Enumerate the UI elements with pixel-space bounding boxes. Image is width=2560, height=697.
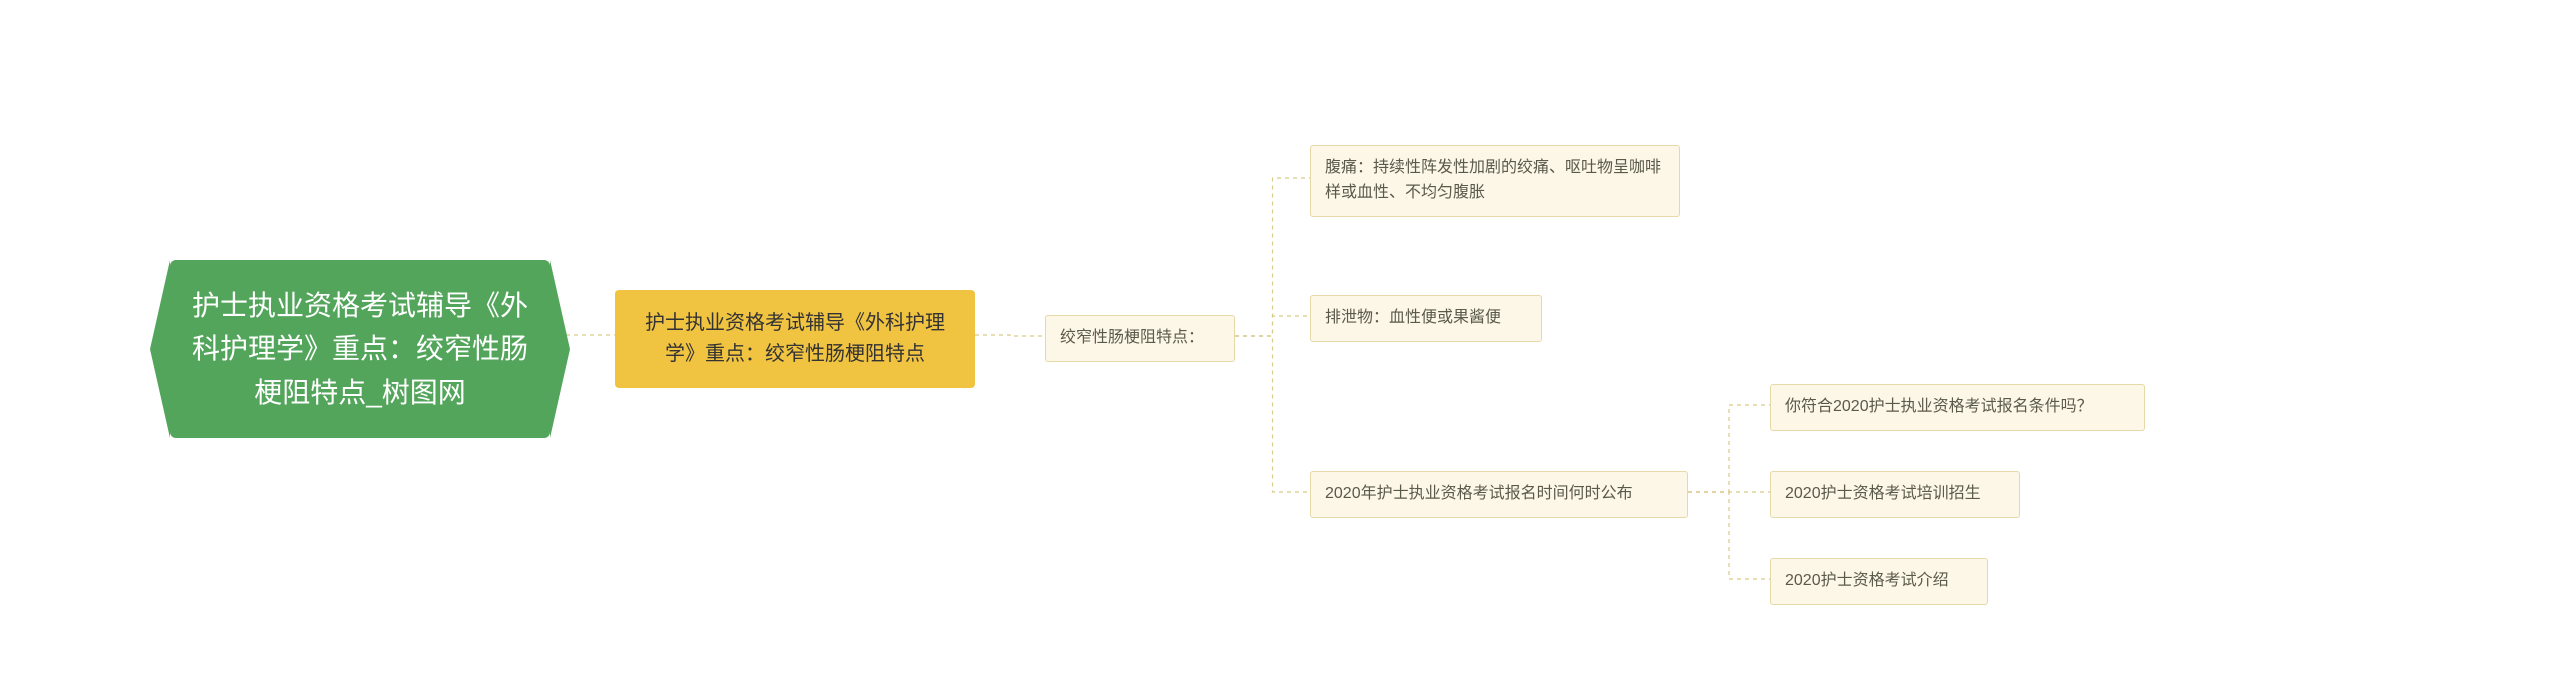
level1-node: 护士执业资格考试辅导《外科护理学》重点：绞窄性肠梗阻特点	[615, 290, 975, 388]
branchB-label-2: 2020护士资格考试介绍	[1785, 569, 1949, 594]
branchA-label-1: 排泄物：血性便或果酱便	[1325, 306, 1501, 331]
branchA-item-1: 排泄物：血性便或果酱便	[1310, 295, 1542, 342]
branchB-label-1: 2020护士资格考试培训招生	[1785, 482, 1981, 507]
level2-node: 绞窄性肠梗阻特点：	[1045, 315, 1235, 362]
level2-label: 绞窄性肠梗阻特点：	[1060, 326, 1204, 351]
branchA-label-2: 2020年护士执业资格考试报名时间何时公布	[1325, 482, 1633, 507]
branchB-label-0: 你符合2020护士执业资格考试报名条件吗？	[1785, 395, 2093, 420]
root-node: 护士执业资格考试辅导《外科护理学》重点：绞窄性肠梗阻特点_树图网	[170, 260, 550, 438]
level1-label: 护士执业资格考试辅导《外科护理学》重点：绞窄性肠梗阻特点	[633, 308, 957, 370]
branchB-item-1: 2020护士资格考试培训招生	[1770, 471, 2020, 518]
branchB-item-0: 你符合2020护士执业资格考试报名条件吗？	[1770, 384, 2145, 431]
branchA-item-2: 2020年护士执业资格考试报名时间何时公布	[1310, 471, 1688, 518]
root-label: 护士执业资格考试辅导《外科护理学》重点：绞窄性肠梗阻特点_树图网	[192, 284, 528, 414]
branchB-item-2: 2020护士资格考试介绍	[1770, 558, 1988, 605]
branchA-label-0: 腹痛：持续性阵发性加剧的绞痛、呕吐物呈咖啡样或血性、不均匀腹胀	[1325, 156, 1665, 206]
branchA-item-0: 腹痛：持续性阵发性加剧的绞痛、呕吐物呈咖啡样或血性、不均匀腹胀	[1310, 145, 1680, 217]
